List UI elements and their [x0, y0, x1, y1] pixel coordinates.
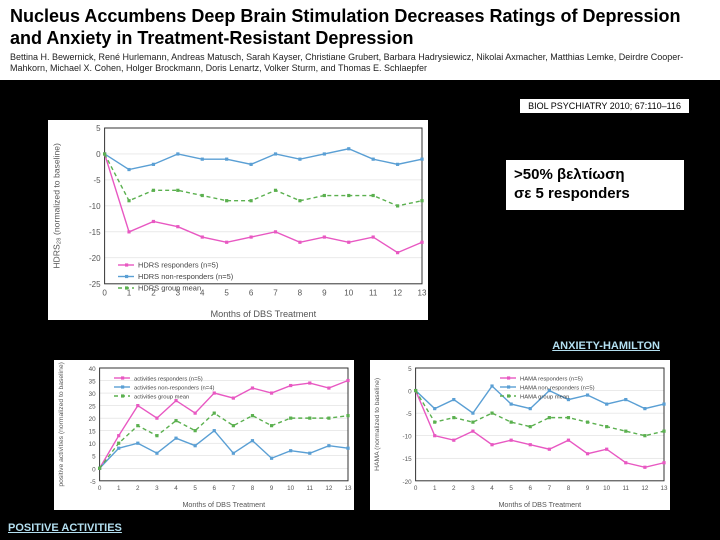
positive-activities-label: POSITIVE ACTIVITIES [8, 522, 122, 534]
svg-text:2: 2 [452, 485, 456, 492]
svg-text:25: 25 [89, 404, 97, 411]
svg-text:4: 4 [490, 485, 494, 492]
svg-text:10: 10 [89, 441, 97, 448]
svg-text:-10: -10 [402, 434, 412, 441]
svg-text:5: 5 [96, 124, 101, 133]
svg-text:0: 0 [102, 288, 107, 297]
svg-text:40: 40 [89, 366, 97, 373]
svg-text:12: 12 [325, 485, 333, 492]
svg-text:30: 30 [89, 391, 97, 398]
svg-text:5: 5 [408, 366, 412, 373]
svg-text:activities non-responders (n=4: activities non-responders (n=4) [134, 386, 214, 392]
svg-text:positive activities (normalize: positive activities (normalized to basel… [58, 362, 65, 487]
svg-text:7: 7 [273, 288, 278, 297]
svg-text:HDRS non-responders (n=5): HDRS non-responders (n=5) [138, 272, 234, 281]
svg-text:11: 11 [307, 485, 314, 492]
svg-text:5: 5 [509, 485, 513, 492]
svg-text:-5: -5 [406, 411, 412, 418]
svg-text:0: 0 [414, 485, 418, 492]
svg-text:3: 3 [155, 485, 159, 492]
svg-text:10: 10 [603, 485, 611, 492]
svg-text:HAMA responders (n=5): HAMA responders (n=5) [520, 377, 583, 383]
svg-text:HDRS responders (n=5): HDRS responders (n=5) [138, 261, 219, 270]
svg-text:8: 8 [298, 288, 303, 297]
svg-text:5: 5 [224, 288, 229, 297]
svg-text:-10: -10 [89, 202, 101, 211]
activities-chart: -50510152025303540012345678910111213Mont… [54, 360, 354, 510]
svg-text:10: 10 [287, 485, 295, 492]
hdrs-svg: -25-20-15-10-505012345678910111213Months… [48, 120, 428, 320]
hama-svg: -20-15-10-505012345678910111213Months of… [370, 360, 670, 510]
svg-text:-5: -5 [93, 176, 101, 185]
svg-text:3: 3 [471, 485, 475, 492]
svg-text:HDRS group mean: HDRS group mean [138, 284, 201, 293]
svg-text:2: 2 [136, 485, 140, 492]
svg-text:Months of DBS Treatment: Months of DBS Treatment [210, 309, 316, 319]
svg-text:4: 4 [174, 485, 178, 492]
svg-text:-20: -20 [402, 479, 412, 486]
svg-text:11: 11 [623, 485, 630, 492]
svg-text:-20: -20 [89, 254, 101, 263]
svg-text:0: 0 [96, 150, 101, 159]
anxiety-hamilton-label: ANXIETY-HAMILTON [552, 340, 660, 352]
svg-text:6: 6 [212, 485, 216, 492]
svg-text:HDRS₂₈ (normalized to baseline: HDRS₂₈ (normalized to baseline) [52, 143, 62, 269]
activities-svg: -50510152025303540012345678910111213Mont… [54, 360, 354, 510]
paper-header: Nucleus Accumbens Deep Brain Stimulation… [0, 0, 720, 80]
svg-text:13: 13 [418, 288, 427, 297]
svg-text:-25: -25 [89, 280, 101, 289]
journal-citation: BIOL PSYCHIATRY 2010; 67:110–116 [519, 98, 690, 114]
annotation-callout: >50% βελτίωση σε 5 responders [506, 160, 684, 210]
svg-text:HAMA non-responders (n=5): HAMA non-responders (n=5) [520, 386, 595, 392]
svg-text:-15: -15 [89, 228, 101, 237]
svg-text:5: 5 [92, 454, 96, 461]
svg-text:8: 8 [567, 485, 571, 492]
svg-text:9: 9 [270, 485, 274, 492]
svg-text:0: 0 [98, 485, 102, 492]
svg-text:20: 20 [89, 416, 97, 423]
svg-text:1: 1 [117, 485, 121, 492]
svg-text:9: 9 [586, 485, 590, 492]
svg-text:12: 12 [393, 288, 402, 297]
svg-text:1: 1 [127, 288, 132, 297]
paper-authors: Bettina H. Bewernick, René Hurlemann, An… [10, 52, 710, 74]
svg-text:HAMA (normalized to baseline): HAMA (normalized to baseline) [374, 378, 381, 471]
svg-text:9: 9 [322, 288, 327, 297]
svg-text:activities responders (n=5): activities responders (n=5) [134, 377, 203, 383]
svg-text:0: 0 [92, 466, 96, 473]
svg-text:7: 7 [232, 485, 236, 492]
svg-text:1: 1 [433, 485, 437, 492]
hama-chart: -20-15-10-505012345678910111213Months of… [370, 360, 670, 510]
svg-text:7: 7 [548, 485, 552, 492]
svg-text:13: 13 [344, 485, 352, 492]
hdrs-chart: -25-20-15-10-505012345678910111213Months… [48, 120, 428, 320]
svg-text:activities group mean: activities group mean [134, 395, 189, 401]
svg-text:HAMA group mean: HAMA group mean [520, 395, 569, 401]
svg-text:10: 10 [344, 288, 353, 297]
svg-text:5: 5 [193, 485, 197, 492]
paper-title: Nucleus Accumbens Deep Brain Stimulation… [10, 6, 710, 49]
svg-text:0: 0 [408, 389, 412, 396]
svg-text:15: 15 [89, 429, 97, 436]
svg-text:13: 13 [660, 485, 668, 492]
svg-text:35: 35 [89, 379, 97, 386]
svg-text:-5: -5 [90, 479, 96, 486]
svg-text:6: 6 [528, 485, 532, 492]
svg-text:6: 6 [249, 288, 254, 297]
svg-text:11: 11 [369, 288, 378, 297]
annotation-line2: σε 5 responders [514, 185, 676, 204]
svg-text:8: 8 [251, 485, 255, 492]
svg-text:Months of DBS Treatment: Months of DBS Treatment [182, 500, 265, 509]
annotation-line1: >50% βελτίωση [514, 166, 676, 185]
svg-text:-15: -15 [402, 456, 412, 463]
svg-text:12: 12 [641, 485, 649, 492]
svg-text:Months of DBS Treatment: Months of DBS Treatment [498, 500, 581, 509]
